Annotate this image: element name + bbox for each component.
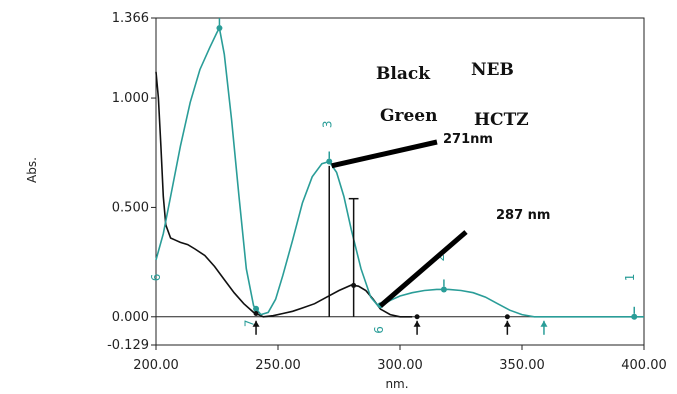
annotation-271nm: 271nm: [443, 132, 493, 147]
neb-point-marker: [414, 314, 420, 320]
neb-point-marker: [351, 282, 357, 288]
neb-point-marker: [253, 311, 259, 317]
x-axis-label: nm.: [385, 377, 408, 391]
y-tick-label: 1.366: [112, 11, 149, 26]
peak-number-label: 3: [321, 120, 335, 128]
up-arrow-head: [540, 320, 548, 327]
markers-layer: [216, 18, 638, 335]
up-arrow-head: [413, 320, 421, 327]
x-tick-label: 200.00: [133, 358, 179, 373]
legend-label-hctz-color: Green: [380, 106, 437, 126]
up-arrow-head: [252, 320, 260, 327]
legend-label-hctz: HCTZ: [474, 110, 529, 130]
legend-label-neb-color: Black: [376, 64, 431, 84]
hctz-point-marker: [631, 313, 638, 320]
series-line-neb: [155, 71, 413, 318]
y-tick-label: 1.000: [112, 91, 149, 106]
peak-number-label: 7: [243, 320, 257, 328]
peak-number-label: 1: [623, 274, 637, 282]
legend-label-neb: NEB: [471, 60, 514, 80]
up-arrow-head: [503, 320, 511, 327]
y-tick-label: -0.129: [107, 338, 149, 353]
annotations-layer: 123676: [149, 120, 637, 333]
hctz-point-marker: [253, 305, 260, 312]
neb-point-marker: [504, 314, 510, 320]
annotation-pointer-271nm: [331, 139, 438, 169]
hctz-point-marker: [216, 25, 223, 32]
y-axis-label: Abs.: [25, 157, 39, 183]
x-tick-label: 400.00: [621, 358, 667, 373]
peak-number-label: 6: [149, 274, 163, 282]
annotation-287nm: 287 nm: [496, 208, 550, 223]
hctz-point-marker: [440, 286, 447, 293]
y-tick-label: 0.000: [112, 310, 149, 325]
x-tick-label: 300.00: [377, 358, 423, 373]
x-tick-label: 350.00: [499, 358, 545, 373]
x-tick-label: 250.00: [255, 358, 301, 373]
hctz-point-marker: [326, 158, 333, 165]
peak-number-label: 6: [372, 326, 386, 334]
annotation-pointer-287nm: [378, 230, 468, 308]
axis-ticks: 1.366 1.000 0.500 0.000 -0.129 200.00 250.00 30…: [107, 11, 667, 373]
y-tick-label: 0.500: [112, 200, 149, 215]
